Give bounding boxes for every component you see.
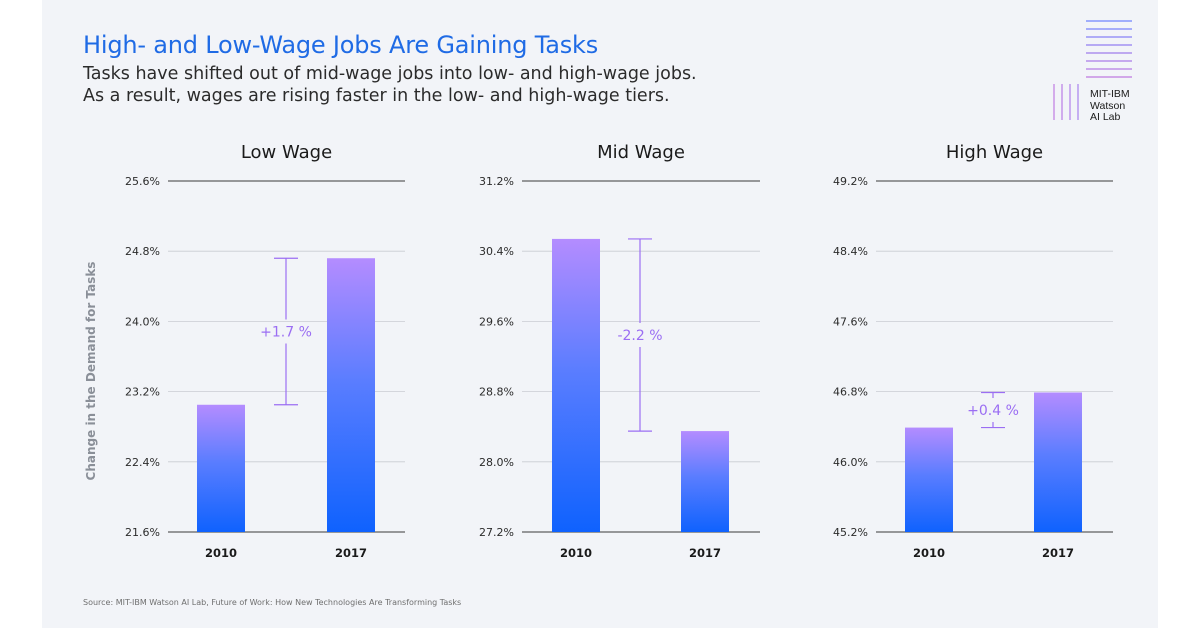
logo-line-2: Watson (1090, 99, 1126, 112)
x-tick-label-mid-wage: 2017 (689, 546, 721, 560)
logo-line-1: MIT-IBM (1090, 88, 1130, 100)
chart-title-low-wage: Low Wage (241, 142, 332, 163)
y-tick-label-high-wage: 49.2% (833, 175, 868, 188)
bar-mid-wage-2017 (681, 431, 729, 532)
bar-low-wage-2017 (327, 258, 375, 532)
logo-line-3: AI Lab (1090, 111, 1121, 123)
y-tick-label-low-wage: 25.6% (125, 175, 160, 188)
source-note: Source: MIT-IBM Watson AI Lab, Future of… (83, 598, 462, 607)
x-tick-label-mid-wage: 2010 (560, 546, 592, 560)
y-tick-label-high-wage: 47.6% (833, 315, 868, 328)
x-tick-label-high-wage: 2010 (913, 546, 945, 560)
bar-high-wage-2010 (905, 427, 953, 532)
y-tick-label-mid-wage: 28.0% (479, 456, 514, 469)
y-tick-label-mid-wage: 27.2% (479, 526, 514, 539)
page-title: High- and Low-Wage Jobs Are Gaining Task… (83, 31, 599, 59)
y-tick-label-mid-wage: 31.2% (479, 175, 514, 188)
change-label-mid-wage: -2.2 % (617, 328, 662, 344)
logo-text: MIT-IBM Watson AI Lab (1090, 88, 1150, 124)
y-tick-label-low-wage: 24.0% (125, 315, 160, 328)
bar-low-wage-2010 (197, 404, 245, 532)
y-tick-label-mid-wage: 29.6% (479, 315, 514, 328)
change-label-low-wage: +1.7 % (260, 324, 312, 340)
y-tick-label-high-wage: 45.2% (833, 526, 868, 539)
chart-title-high-wage: High Wage (946, 142, 1043, 163)
y-tick-label-low-wage: 21.6% (125, 526, 160, 539)
subtitle-line-1: Tasks have shifted out of mid-wage jobs … (83, 64, 697, 84)
chart-title-mid-wage: Mid Wage (597, 142, 685, 163)
bar-mid-wage-2010 (552, 238, 600, 533)
y-tick-label-mid-wage: 30.4% (479, 245, 514, 258)
x-tick-label-high-wage: 2017 (1042, 546, 1074, 560)
y-tick-label-low-wage: 22.4% (125, 456, 160, 469)
y-tick-label-low-wage: 23.2% (125, 386, 160, 399)
y-tick-label-high-wage: 48.4% (833, 245, 868, 258)
y-tick-label-high-wage: 46.8% (833, 386, 868, 399)
x-tick-label-low-wage: 2017 (335, 546, 367, 560)
bar-high-wage-2017 (1034, 392, 1082, 532)
mit-ibm-logo-icon (1053, 20, 1132, 120)
x-tick-label-low-wage: 2010 (205, 546, 237, 560)
subtitle-line-2: As a result, wages are rising faster in … (83, 86, 670, 106)
y-tick-label-high-wage: 46.0% (833, 456, 868, 469)
change-label-high-wage: +0.4 % (967, 403, 1019, 419)
y-tick-label-low-wage: 24.8% (125, 245, 160, 258)
y-tick-label-mid-wage: 28.8% (479, 386, 514, 399)
